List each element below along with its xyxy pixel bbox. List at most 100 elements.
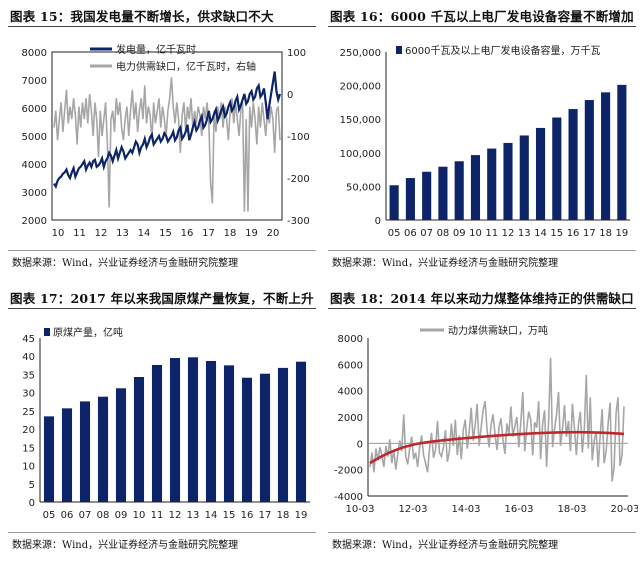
bar [535, 127, 546, 220]
bar [277, 367, 289, 502]
x-tick-label: 14 [534, 228, 547, 239]
x-tick-label: 11 [151, 510, 164, 521]
title-rule [8, 26, 316, 27]
x-tick-label: 18 [599, 228, 612, 239]
y-tick-label: 35 [22, 370, 35, 381]
legend-label: 原煤产量，亿吨 [53, 326, 123, 339]
chart-title: 图表 16：6000 千瓦以上电厂发电设备容量不断增加 [330, 9, 634, 24]
x-tick-label: 19 [245, 228, 258, 239]
chart-title: 图表 18：2014 年以来动力煤整体维持正的供需缺口 [330, 291, 634, 306]
x-tick-label: 14-03 [451, 504, 480, 515]
x-tick-label: 20-03 [610, 504, 638, 515]
y-tick-label: 25 [22, 407, 35, 418]
y-tick-label: 50,000 [346, 182, 381, 193]
bar [205, 360, 217, 502]
x-tick-label: 07 [79, 510, 92, 521]
y-tick-label: 40 [22, 352, 35, 363]
bar [169, 358, 181, 502]
bar [552, 117, 562, 220]
x-tick-label: 12 [502, 228, 515, 239]
x-tick-label: 16 [241, 510, 254, 521]
y-tick-label: 250,000 [340, 48, 381, 59]
y-tick-label: 45 [22, 334, 35, 345]
title-rule [328, 26, 636, 27]
y2-tick-label: -100 [287, 132, 310, 143]
bar [151, 364, 163, 502]
panel-capacity: 图表 16：6000 千瓦以上电厂发电设备容量不断增加 0 50,000 100,0… [324, 2, 638, 277]
x-tick-label: 10 [469, 228, 482, 239]
y-tick-label: 20 [22, 425, 35, 436]
y-tick-label: 2000 [338, 413, 363, 424]
bar [487, 148, 497, 220]
legend-label-supply-gap: 电力供需缺口，亿千瓦时，右轴 [116, 60, 256, 73]
bar [519, 135, 529, 220]
x-tick-label: 08 [97, 510, 110, 521]
x-tick-label: 11 [73, 228, 86, 239]
bar [584, 100, 594, 220]
x-tick-label: 20 [267, 228, 280, 239]
y-tick-label: 0 [375, 216, 381, 227]
y2-tick-label: -300 [287, 216, 310, 227]
y-tick-label: 7000 [22, 76, 47, 87]
title-rule [8, 308, 316, 309]
x-tick-label: 15 [550, 228, 563, 239]
y-tick-label: 100,000 [340, 149, 381, 160]
x-tick-label: 18 [224, 228, 237, 239]
y-tick-label: 150,000 [340, 115, 381, 126]
panel-thermal-coal-gap: 图表 18：2014 年以来动力煤整体维持正的供需缺口 -4000 -2000 0 2… [324, 284, 638, 559]
x-tick-label: 08 [437, 228, 450, 239]
bar [79, 401, 91, 502]
x-tick-label: 10 [133, 510, 146, 521]
thermal-coal-gap-chart: -4000 -2000 0 2000 4000 6000 8000 10-03 12-03 14-… [334, 324, 638, 515]
x-tick-label: 12-03 [398, 504, 427, 515]
bar [295, 361, 307, 502]
source-rule [328, 532, 636, 533]
y-tick-label: 6000 [338, 360, 363, 371]
x-tick-label: 14 [138, 228, 151, 239]
y2-tick-label: 0 [287, 90, 293, 101]
bar [61, 408, 73, 502]
x-tick-label: 11 [485, 228, 498, 239]
legend-label: 动力煤供需缺口，万吨 [448, 324, 548, 337]
y2-tick-label: 100 [287, 48, 306, 59]
y-tick-label: 3000 [22, 188, 47, 199]
y-tick-label: -2000 [334, 466, 363, 477]
x-tick-label: 09 [115, 510, 128, 521]
y-tick-label: 4000 [22, 160, 47, 171]
y-tick-label: 4000 [338, 387, 363, 398]
x-tick-label: 06 [404, 228, 417, 239]
x-tick-label: 18 [277, 510, 290, 521]
bar [241, 377, 253, 502]
x-tick-label: 07 [420, 228, 433, 239]
x-tick-label: 10 [52, 228, 65, 239]
bar [259, 373, 271, 502]
x-tick-label: 16 [181, 228, 194, 239]
y-tick-label: 200,000 [340, 82, 381, 93]
x-tick-label: 12 [169, 510, 182, 521]
x-tick-label: 16 [567, 228, 580, 239]
series-line-trend [369, 430, 625, 465]
x-tick-label: 19 [295, 510, 308, 521]
x-tick-label: 14 [205, 510, 218, 521]
generation-chart: 2000 3000 4000 5000 6000 7000 8000 -300 -200 -100… [22, 43, 310, 239]
y-tick-label: 0 [29, 498, 35, 509]
x-tick-label: 15 [223, 510, 236, 521]
y-tick-label: 30 [22, 389, 35, 400]
source-rule [8, 250, 316, 251]
x-tick-label: 09 [453, 228, 466, 239]
chart-title: 图表 17：2017 年以来我国原煤产量恢复，不断上升 [10, 291, 314, 306]
source-note: 数据来源：Wind，兴业证券经济与金融研究院整理 [12, 540, 239, 551]
x-tick-label: 13 [518, 228, 531, 239]
source-rule [8, 532, 316, 533]
x-tick-label: 10-03 [345, 504, 374, 515]
series-line-generation [53, 71, 282, 189]
bar [470, 155, 481, 220]
bar [223, 365, 235, 502]
legend-label-generation: 发电量，亿千瓦时 [116, 43, 196, 56]
bar [568, 109, 578, 220]
x-tick-label: 13 [116, 228, 129, 239]
y-tick-label: 2000 [22, 216, 47, 227]
legend-swatch [396, 46, 402, 54]
source-note: 数据来源：Wind，兴业证券经济与金融研究院整理 [332, 540, 559, 551]
